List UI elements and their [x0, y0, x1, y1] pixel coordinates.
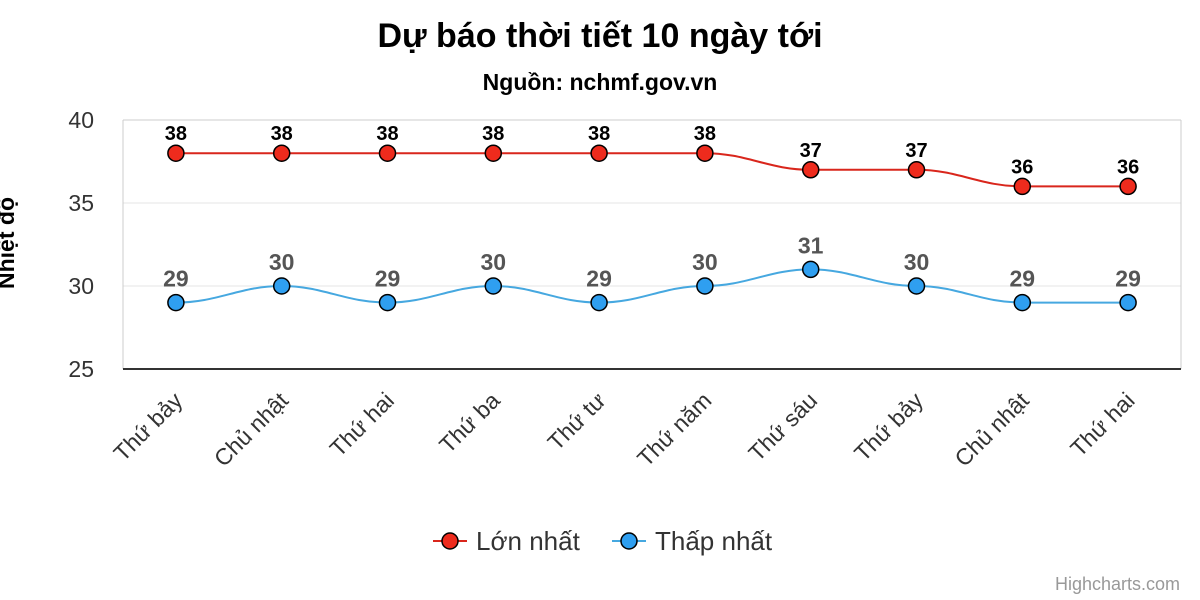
data-label: 37 — [905, 140, 927, 162]
series-line — [175, 152, 1129, 188]
data-label: 37 — [800, 140, 822, 162]
data-point — [1013, 177, 1032, 196]
data-point — [378, 293, 397, 312]
data-point — [907, 277, 926, 295]
data-label: 29 — [163, 266, 189, 292]
data-point — [272, 144, 291, 162]
x-tick-label: Thứ hai — [325, 387, 399, 461]
data-label: 38 — [482, 123, 504, 145]
data-point — [696, 277, 714, 295]
data-point — [590, 144, 608, 162]
data-point — [167, 293, 185, 312]
data-label: 30 — [692, 249, 718, 275]
legend-symbol-marker — [620, 532, 638, 550]
y-tick-label: 30 — [68, 273, 94, 299]
data-point — [590, 293, 608, 312]
y-axis-label: Nhiệt độ — [0, 197, 19, 289]
data-label: 38 — [271, 123, 293, 145]
data-point — [1013, 293, 1032, 312]
data-label: 30 — [904, 249, 930, 275]
x-tick-label: Thứ tư — [542, 387, 610, 455]
data-label: 36 — [1011, 156, 1033, 178]
data-label: 30 — [481, 249, 507, 275]
data-label: 29 — [375, 266, 401, 292]
data-label: 38 — [588, 123, 610, 145]
series-line — [175, 268, 1129, 304]
x-tick-label: Thứ hai — [1065, 387, 1139, 461]
data-point — [1119, 293, 1137, 312]
data-point — [378, 144, 397, 162]
data-label: 31 — [798, 232, 824, 258]
x-tick-label: Thứ sáu — [743, 387, 822, 466]
data-point — [801, 260, 820, 279]
x-tick-label: Thứ bảy — [108, 387, 187, 466]
data-label: 29 — [586, 266, 612, 292]
chart-title: Dự báo thời tiết 10 ngày tới — [377, 17, 822, 55]
chart-subtitle: Nguồn: nchmf.gov.vn — [483, 69, 718, 95]
x-tick-label: Thứ ba — [434, 387, 505, 458]
legend-symbol-marker — [441, 532, 459, 550]
y-tick-label: 35 — [68, 190, 94, 216]
x-tick-label: Thứ bảy — [849, 387, 928, 466]
data-point — [167, 144, 185, 162]
data-point — [1119, 177, 1137, 196]
data-point — [907, 161, 926, 179]
legend-item-label: Lớn nhất — [476, 526, 581, 556]
x-tick-label: Chủ nhật — [209, 387, 294, 472]
data-point — [484, 144, 503, 162]
data-label: 38 — [165, 123, 187, 145]
data-point — [484, 277, 503, 295]
data-label: 38 — [376, 123, 398, 145]
data-label: 30 — [269, 249, 295, 275]
y-tick-label: 40 — [68, 107, 94, 133]
x-tick-label: Thứ năm — [632, 387, 716, 471]
data-label: 29 — [1010, 266, 1036, 292]
data-label: 38 — [694, 123, 716, 145]
data-point — [801, 161, 820, 179]
y-tick-label: 25 — [68, 356, 94, 382]
legend: Lớn nhất Thấp nhất — [433, 526, 773, 556]
legend-item-label: Thấp nhất — [655, 526, 773, 556]
x-tick-label: Chủ nhật — [949, 387, 1034, 472]
data-label: 36 — [1117, 156, 1139, 178]
credits-link[interactable]: Highcharts.com — [1055, 574, 1180, 594]
data-point — [272, 277, 291, 295]
data-point — [696, 144, 714, 162]
plot-area: 25 30 35 40 Thứ bảy Chủ nhật Thứ hai Thứ ba Thứ … — [68, 107, 1182, 472]
data-label: 29 — [1115, 266, 1141, 292]
